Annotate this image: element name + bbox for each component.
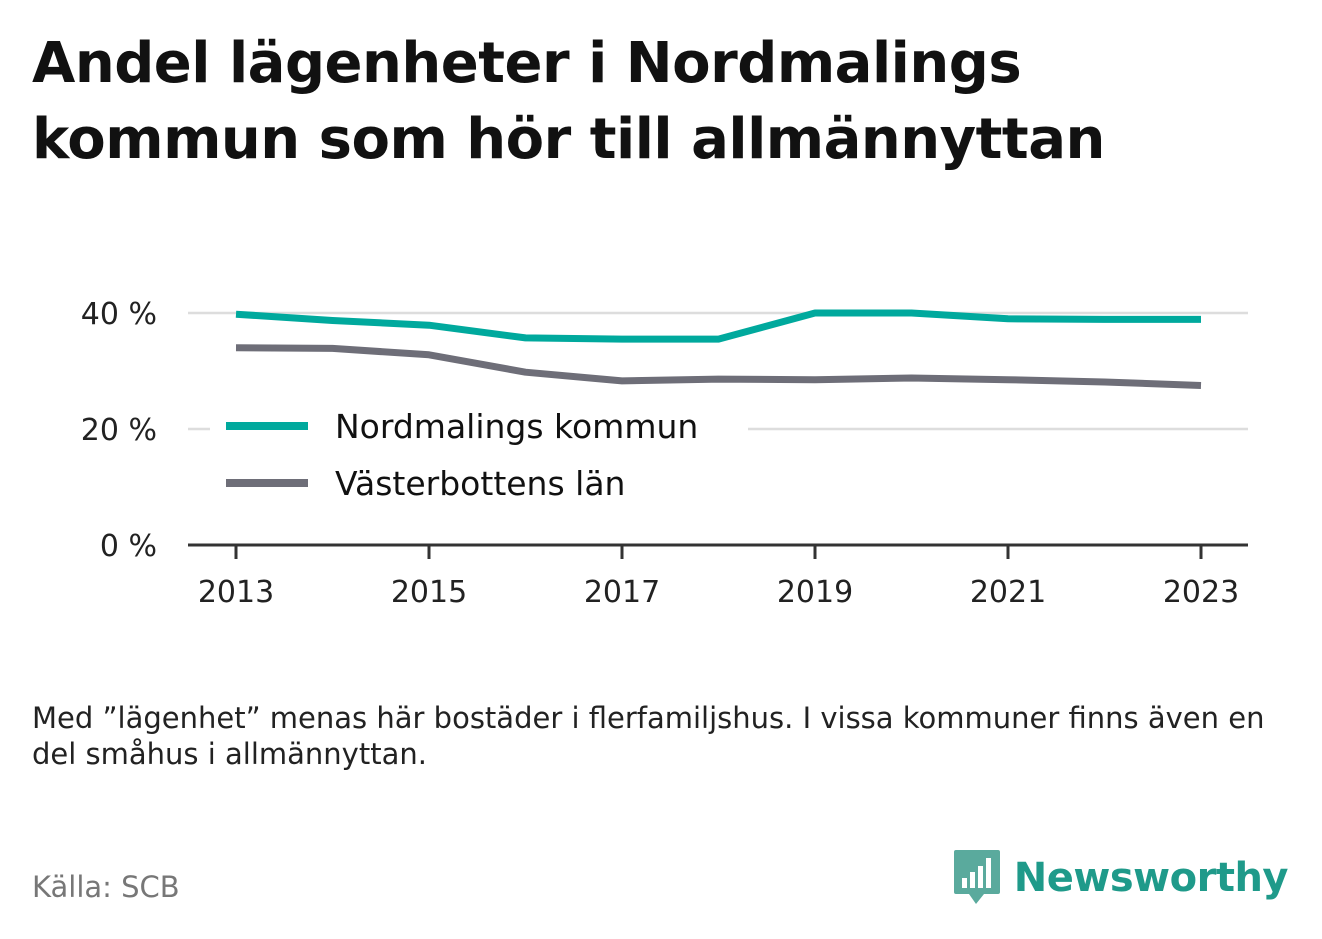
x-tick-label: 2019 <box>777 575 853 610</box>
y-axis-ticks: 0 % 20 % 40 % <box>81 297 157 564</box>
x-tick-label: 2021 <box>970 575 1046 610</box>
y-tick-label: 40 % <box>81 297 157 332</box>
legend-background <box>210 398 748 510</box>
newsworthy-logo-icon <box>953 850 1000 904</box>
legend: Nordmalings kommun Västerbottens län <box>210 398 748 510</box>
newsworthy-logo[interactable]: Newsworthy <box>952 848 1289 908</box>
series-line <box>235 344 1202 389</box>
y-tick-label: 20 % <box>81 413 157 448</box>
x-axis: 2013 2015 2017 2019 2021 2023 <box>188 543 1248 610</box>
x-tick-label: 2023 <box>1163 575 1239 610</box>
x-tick-label: 2017 <box>584 575 660 610</box>
legend-label: Västerbottens län <box>335 464 625 503</box>
source-label: Källa: SCB <box>32 870 180 904</box>
x-tick-label: 2015 <box>391 575 467 610</box>
footnote: Med ”lägenhet” menas här bostäder i fler… <box>32 701 1265 771</box>
series-line <box>235 309 1201 343</box>
y-tick-label: 0 % <box>100 529 157 564</box>
x-tick-label: 2013 <box>198 575 274 610</box>
brand-name: Newsworthy <box>1013 855 1289 901</box>
series-lines <box>235 309 1202 389</box>
legend-label: Nordmalings kommun <box>335 407 698 446</box>
line-chart: 0 % 20 % 40 % 2013 2015 2017 2019 2021 2023 Nor… <box>81 297 1248 610</box>
chart-title: Andel lägenheter i Nordmalings kommun so… <box>32 31 1105 172</box>
